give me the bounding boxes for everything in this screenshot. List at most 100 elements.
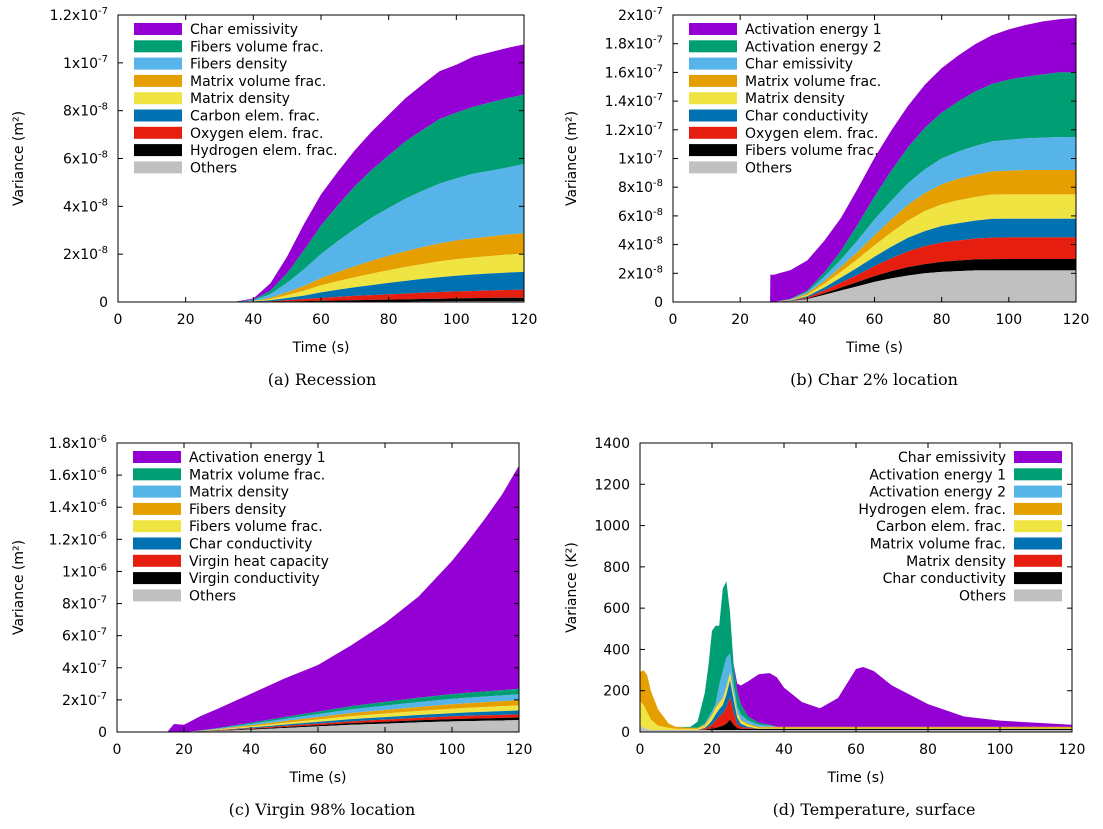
- x-axis-label: Time (s): [289, 770, 347, 786]
- legend-label-char-conductivity: Char conductivity: [189, 537, 312, 553]
- legend-label-oxygen-elem-frac: Oxygen elem. frac.: [190, 126, 323, 142]
- y-tick-label: 0: [654, 295, 663, 311]
- x-tick-label: 120: [506, 742, 533, 758]
- x-tick-label: 100: [987, 742, 1014, 758]
- legend-label-hydrogen-elem-frac: Hydrogen elem. frac.: [190, 143, 338, 159]
- legend-label-fibers-volume-frac: Fibers volume frac.: [745, 143, 879, 159]
- y-tick-label: 1.6x10-7: [605, 63, 663, 81]
- legend-swatch-virgin-heat-capacity: [133, 554, 181, 567]
- area-hydrogen-elem-frac: [118, 297, 524, 302]
- legend-label-matrix-density: Matrix density: [745, 91, 845, 107]
- y-tick-label: 4x10-7: [62, 659, 107, 677]
- chart-char-2pct-location: 0 20 40 60 80 100 120 0 2x10-8 4x10-8 6x10-8 8x10-8…: [564, 6, 1090, 356]
- x-tick-label: 0: [113, 742, 122, 758]
- y-tick-label: 1.6x10-6: [49, 466, 107, 484]
- y-tick-label: 0: [99, 295, 108, 311]
- x-tick-label: 100: [439, 742, 466, 758]
- legend-swatch-char-conductivity: [133, 537, 181, 550]
- chart-panel-char-2pct: 0 20 40 60 80 100 120 0 2x10-8 4x10-8 6x10-8 8x10-8…: [553, 0, 1103, 360]
- y-axis-label: Variance (m²): [11, 540, 27, 635]
- y-tick-label: 8x10-7: [62, 595, 107, 613]
- area-matrix-density: [640, 696, 1072, 730]
- y-axis-label: Variance (m²): [11, 111, 27, 206]
- legend-swatch-char-emissivity: [689, 57, 737, 70]
- area-matrix-density: [673, 194, 1076, 302]
- legend-label-matrix-density: Matrix density: [190, 91, 290, 107]
- y-tick-label: 1x10-7: [63, 54, 108, 72]
- legend-label-activation-energy-2: Activation energy 2: [869, 485, 1006, 501]
- y-tick-label: 800: [603, 560, 630, 576]
- legend-swatch-others: [1014, 589, 1062, 602]
- area-fibers-volume-frac: [673, 258, 1076, 302]
- legend-swatch-activation-energy-2: [689, 40, 737, 53]
- x-axis-label: Time (s): [292, 340, 350, 356]
- y-tick-label: 2x10-7: [618, 6, 663, 24]
- legend-swatch-oxygen-elem-frac: [689, 126, 737, 139]
- x-tick-label: 80: [376, 742, 394, 758]
- legend-label-fibers-density: Fibers density: [190, 57, 287, 73]
- area-oxygen-elem-frac: [673, 237, 1076, 302]
- y-tick-label: 6x10-8: [618, 207, 663, 225]
- legend-swatch-activation-energy-1: [133, 451, 181, 463]
- legend-swatch-fibers-volume-frac: [689, 144, 737, 157]
- y-tick-label: 1.8x10-6: [49, 434, 107, 452]
- area-activation-energy-1: [640, 581, 1072, 728]
- x-tick-label: 20: [731, 312, 749, 328]
- legend-label-matrix-volume-frac: Matrix volume frac.: [190, 74, 326, 90]
- chart-panel-recession: 0 20 40 60 80 100 120 0 2x10-8 4x10-8 6x10-8 8x10-8…: [0, 0, 550, 360]
- area-carbon-elem-frac: [118, 271, 524, 302]
- legend-swatch-fibers-density: [133, 502, 181, 515]
- caption-virgin-98pct: (c) Virgin 98% location: [228, 800, 416, 819]
- chart-panel-temperature-surface: 0 20 40 60 80 100 120 0 200 400 600 800 1000 1200 1400…: [553, 430, 1103, 790]
- y-tick-label: 1.4x10-6: [49, 498, 107, 516]
- legend-swatch-fibers-volume-frac: [134, 40, 182, 53]
- legend-swatch-matrix-volume-frac: [133, 468, 181, 481]
- legend-label-oxygen-elem-frac: Oxygen elem. frac.: [745, 126, 878, 142]
- legend-swatch-fibers-density: [134, 57, 182, 70]
- legend-swatch-matrix-volume-frac: [1014, 537, 1062, 550]
- area-fibers-volume-frac: [118, 94, 524, 302]
- y-tick-label: 600: [603, 601, 630, 617]
- legend-label-matrix-volume-frac: Matrix volume frac.: [189, 467, 325, 483]
- legend-swatch-matrix-density: [134, 92, 182, 105]
- area-fibers-density: [117, 700, 519, 732]
- legend-label-activation-energy-2: Activation energy 2: [745, 39, 882, 55]
- legend-label-matrix-volume-frac: Matrix volume frac.: [745, 74, 881, 90]
- legend-label-virgin-heat-capacity: Virgin heat capacity: [189, 554, 329, 570]
- legend-label-matrix-density: Matrix density: [189, 485, 289, 501]
- area-layers: [117, 465, 519, 732]
- x-tick-label: 60: [312, 312, 330, 328]
- area-char-conductivity: [117, 710, 519, 732]
- y-tick-label: 0: [621, 725, 630, 741]
- x-tick-label: 20: [177, 312, 195, 328]
- x-tick-label: 120: [1063, 312, 1090, 328]
- caption-temperature-surface: (d) Temperature, surface: [772, 800, 976, 819]
- area-char-emissivity: [118, 44, 524, 303]
- y-tick-label: 4x10-8: [63, 197, 108, 215]
- y-tick-label: 8x10-8: [618, 178, 663, 196]
- chart-virgin-98pct-location: 0 20 40 60 80 100 120 0 2x10-7 4x10-7 6x10-7 8x10-7…: [11, 434, 533, 786]
- area-matrix-density: [118, 253, 524, 302]
- y-tick-label: 2x10-8: [63, 245, 108, 263]
- x-tick-label: 0: [636, 742, 645, 758]
- legend-label-char-conductivity: Char conductivity: [745, 109, 868, 125]
- area-layers: [640, 581, 1072, 732]
- area-char-conductivity: [640, 719, 1072, 730]
- legend-label-fibers-volume-frac: Fibers volume frac.: [190, 39, 324, 55]
- area-matrix-density: [117, 694, 519, 732]
- x-tick-label: 20: [175, 742, 193, 758]
- y-tick-label: 400: [603, 642, 630, 658]
- chart-recession: 0 20 40 60 80 100 120 0 2x10-8 4x10-8 6x10-8 8x10-8…: [11, 6, 537, 356]
- x-tick-label: 60: [309, 742, 327, 758]
- area-matrix-volume-frac: [640, 680, 1072, 730]
- y-tick-label: 200: [603, 684, 630, 700]
- chart-temperature-surface: 0 20 40 60 80 100 1200200400600800100012001400…: [564, 436, 1085, 786]
- y-tick-label: 1x10-6: [62, 562, 107, 580]
- legend-swatch-matrix-volume-frac: [134, 74, 182, 87]
- legend-swatch-carbon-elem-frac: [134, 109, 182, 122]
- legend-label-others: Others: [745, 160, 792, 176]
- x-tick-label: 20: [703, 742, 721, 758]
- x-tick-label: 40: [244, 312, 262, 328]
